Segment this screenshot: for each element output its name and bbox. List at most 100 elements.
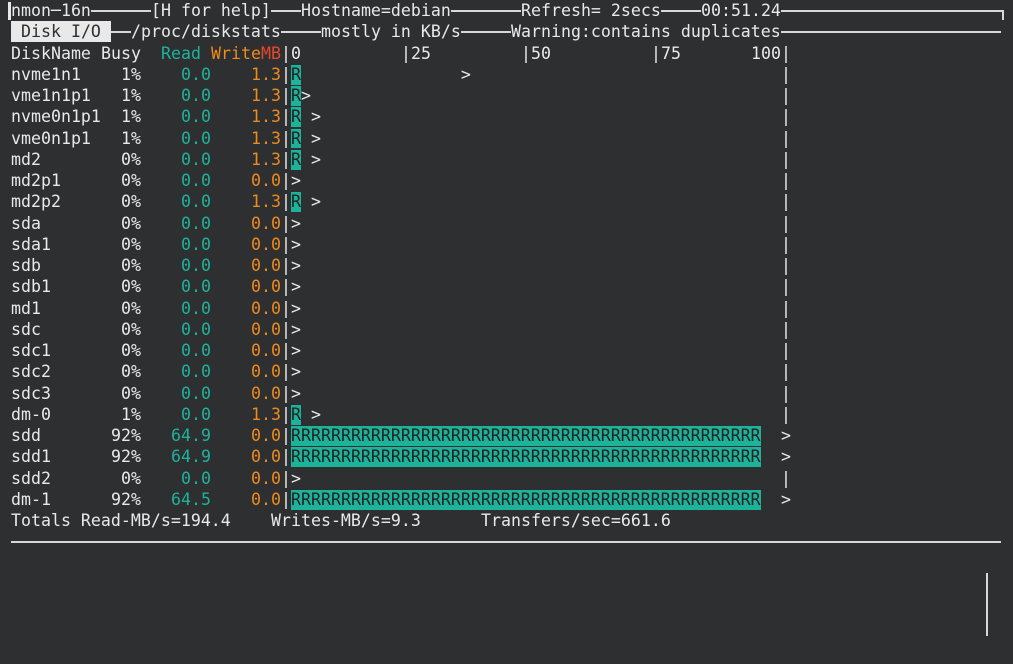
help-hint: [H for help]	[151, 0, 271, 22]
bar-end: >	[781, 447, 791, 467]
bar-separator: |	[281, 149, 291, 169]
panel-title: Disk I/O	[21, 22, 101, 42]
bar-separator: |	[281, 128, 291, 148]
bar-end: >	[781, 426, 791, 445]
disk-name: sdd2	[11, 468, 51, 488]
bar-end: |	[781, 234, 791, 254]
busy-bar	[291, 447, 761, 467]
busy-bar	[291, 489, 761, 510]
cursor	[8, 2, 11, 20]
write-value: 0.0	[251, 341, 281, 360]
bar-end: |	[781, 86, 791, 105]
bottom-rule	[11, 541, 1001, 543]
column-header: Read	[161, 43, 201, 63]
column-header: DiskName	[11, 43, 91, 63]
bar-end: |	[781, 362, 791, 382]
bar-graph: >	[291, 319, 301, 339]
clock: 00:51.24	[701, 0, 781, 22]
write-value: 0.0	[251, 277, 281, 297]
busy: 0%	[121, 383, 141, 403]
busy: 0%	[121, 277, 141, 297]
bar-graph: R >	[291, 404, 321, 424]
write-value: 0.0	[251, 298, 281, 318]
bar-graph: RRRRRRRRRRRRRRRRRRRRRRRRRRRRRRRRRRRRRRRR…	[291, 447, 761, 467]
disk-name: sda1	[11, 234, 51, 254]
panel-units: mostly in KB/s	[321, 21, 461, 43]
busy-bar	[291, 426, 761, 446]
bar-graph: >	[291, 171, 301, 190]
disk-name: nvme1n1	[11, 64, 81, 84]
busy: 1%	[121, 404, 141, 424]
column-header: Write	[211, 43, 261, 63]
bar-end: >	[781, 489, 791, 509]
disk-name: sdb	[11, 256, 41, 275]
bar-separator: |	[281, 298, 291, 318]
read-value: 0.0	[181, 192, 211, 212]
bar-separator: |	[281, 362, 291, 382]
bar-graph: >	[291, 468, 301, 488]
hostname: Hostname=debian	[301, 0, 451, 22]
bar-separator: |	[281, 383, 291, 403]
bar-graph: >	[291, 383, 301, 403]
read-value: 0.0	[181, 149, 211, 169]
column-header: MB	[261, 43, 281, 63]
total-read: Totals Read-MB/s=194.4	[11, 511, 231, 530]
bar-end: |	[781, 277, 791, 297]
busy-bar	[291, 128, 301, 149]
bar-graph: RRRRRRRRRRRRRRRRRRRRRRRRRRRRRRRRRRRRRRRR…	[291, 489, 761, 509]
bar-end: |	[781, 468, 791, 488]
busy: 0%	[121, 234, 141, 254]
bar-graph: R >	[291, 64, 471, 84]
bar-graph: >	[291, 213, 301, 233]
disk-name: dm-1	[11, 489, 51, 509]
disk-name: sdb1	[11, 277, 51, 297]
busy: 1%	[121, 64, 141, 84]
bar-end: |	[781, 192, 791, 212]
disk-name: sdc	[11, 319, 41, 339]
disk-name: sdd1	[11, 447, 51, 467]
scale-label: |50	[521, 43, 551, 63]
scale-label: 100|	[751, 43, 791, 63]
bar-separator: |	[281, 192, 291, 212]
write-value: 0.0	[251, 362, 281, 382]
disk-name: sda	[11, 213, 41, 233]
busy: 92%	[111, 489, 141, 509]
disk-name: sdc1	[11, 341, 51, 360]
top-corner	[1002, 10, 1004, 20]
panel-warning: Warning:contains duplicates	[511, 21, 781, 43]
right-edge	[986, 573, 988, 636]
disk-name: sdc3	[11, 383, 51, 403]
disk-name: md2p2	[11, 192, 61, 212]
bar-end: |	[781, 213, 791, 233]
scale-label: |75	[651, 43, 681, 63]
bar-separator: |	[281, 171, 291, 190]
total-write: Writes-MB/s=9.3	[271, 511, 421, 530]
bar-separator: |	[281, 213, 291, 233]
bar-separator: |	[281, 64, 291, 84]
bar-end: |	[781, 128, 791, 148]
bar-separator: |	[281, 404, 291, 424]
refresh: Refresh= 2secs	[521, 0, 661, 22]
busy: 0%	[121, 298, 141, 318]
total-transfers: Transfers/sec=661.6	[481, 511, 671, 530]
read-value: 0.0	[181, 383, 211, 403]
bar-graph: >	[291, 298, 301, 318]
write-value: 0.0	[251, 383, 281, 403]
busy-bar	[291, 404, 301, 425]
write-value: 0.0	[251, 319, 281, 339]
disk-name: sdd	[11, 426, 41, 445]
busy: 0%	[121, 319, 141, 339]
bar-end: |	[781, 404, 791, 424]
read-value: 0.0	[181, 404, 211, 424]
disk-name: vme0n1p1	[11, 128, 91, 148]
busy-bar	[291, 64, 301, 85]
disk-name: md2p1	[11, 171, 61, 190]
read-value: 0.0	[181, 277, 211, 297]
bar-separator: |	[281, 426, 291, 445]
busy: 1%	[121, 128, 141, 148]
write-value: 0.0	[251, 213, 281, 233]
disk-name: vme1n1p1	[11, 86, 91, 105]
panel-source: /proc/diskstats	[131, 21, 281, 43]
busy-bar	[291, 86, 301, 106]
